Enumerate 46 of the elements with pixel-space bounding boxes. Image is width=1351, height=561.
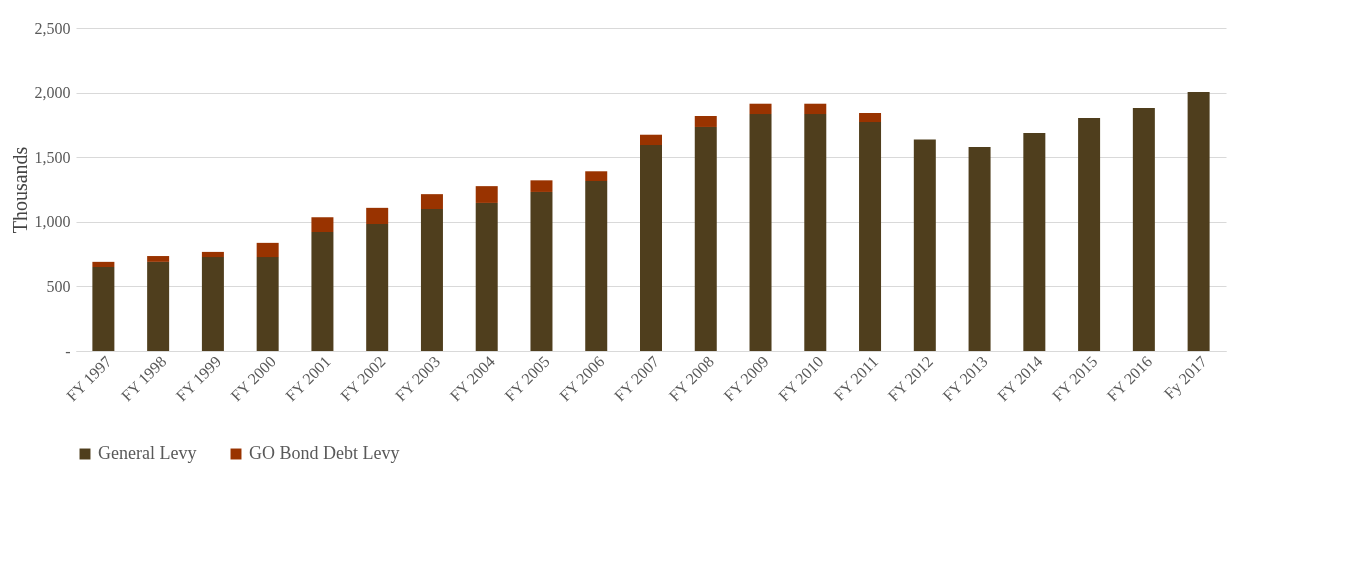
bar xyxy=(859,113,882,123)
bar xyxy=(256,257,279,351)
bar xyxy=(147,256,170,262)
bar xyxy=(475,202,498,351)
y-tick-label: 2,500 xyxy=(34,19,71,37)
y-tick-label: 1,500 xyxy=(34,148,71,166)
bar xyxy=(256,242,279,258)
bar xyxy=(913,139,936,351)
bar xyxy=(804,103,827,115)
bar xyxy=(585,171,608,181)
bar xyxy=(530,191,553,351)
bar xyxy=(585,180,608,351)
bar xyxy=(475,186,498,203)
bar xyxy=(640,145,662,351)
bar xyxy=(147,261,170,351)
bar xyxy=(366,224,389,351)
legend-label: General Levy xyxy=(98,443,197,463)
bar xyxy=(804,114,827,351)
bar xyxy=(420,209,443,351)
y-tick-label: 500 xyxy=(46,277,71,295)
bar xyxy=(1187,91,1210,351)
bar xyxy=(749,114,772,351)
y-tick-label: 2,000 xyxy=(34,84,71,102)
bar xyxy=(311,232,334,351)
bar xyxy=(201,257,224,351)
bar xyxy=(92,261,115,268)
x-tick-label: FY 1999 xyxy=(172,352,225,405)
y-axis-title: Thousands xyxy=(8,146,31,234)
y-tick-label: 1,000 xyxy=(34,213,71,231)
bar xyxy=(640,134,662,146)
bar xyxy=(311,217,334,233)
bar xyxy=(749,103,772,115)
bar xyxy=(859,122,882,351)
legend-label: GO Bond Debt Levy xyxy=(249,443,400,463)
bar xyxy=(1132,107,1155,351)
bar xyxy=(92,267,115,351)
bar xyxy=(201,251,224,258)
bar xyxy=(1023,133,1046,351)
bar xyxy=(694,126,717,351)
bar xyxy=(530,180,553,192)
bar xyxy=(1078,118,1101,351)
bar xyxy=(968,146,991,351)
bar xyxy=(420,194,443,210)
y-tick-label: - xyxy=(65,342,71,360)
bar xyxy=(694,115,717,127)
bar xyxy=(366,207,389,224)
